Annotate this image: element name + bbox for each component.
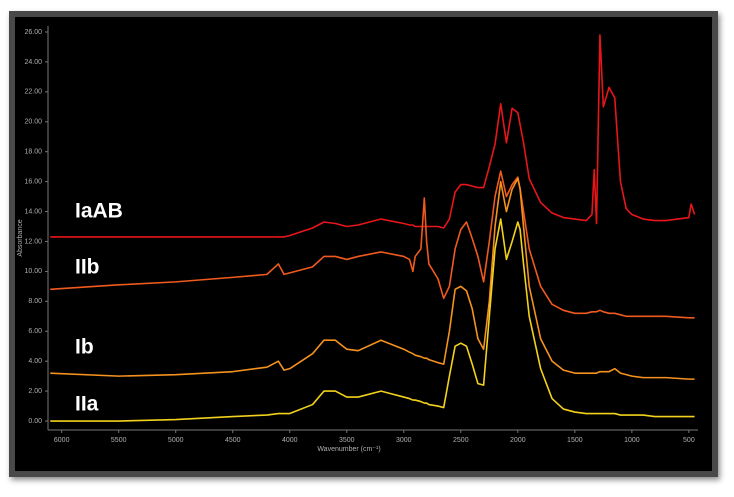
x-tick-label: 500 <box>683 437 695 444</box>
series-label: IaAB <box>75 200 123 223</box>
x-tick-label: 2500 <box>453 437 469 444</box>
x-axis-title: Wavenumber (cm⁻¹) <box>317 446 380 453</box>
y-tick-label: 24.00 <box>24 59 42 66</box>
y-tick-label: 26.00 <box>24 29 42 36</box>
y-tick-label: 20.00 <box>24 119 42 126</box>
y-tick-label: 4.00 <box>28 358 42 365</box>
y-tick-label: 10.00 <box>24 268 42 275</box>
plot-background <box>15 17 712 471</box>
spectrum-line <box>50 177 695 380</box>
y-tick-label: 16.00 <box>24 178 42 185</box>
y-tick-label: 2.00 <box>28 388 42 395</box>
x-tick-label: 5000 <box>168 437 184 444</box>
series-label: Ib <box>75 336 94 359</box>
x-tick-label: 1000 <box>624 437 640 444</box>
x-tick-label: 5500 <box>111 437 127 444</box>
y-tick-label: 18.00 <box>24 149 42 156</box>
x-tick-label: 3000 <box>396 437 412 444</box>
y-tick-label: 12.00 <box>24 238 42 245</box>
series-label: IIb <box>75 256 100 279</box>
y-tick-label: 6.00 <box>28 328 42 335</box>
x-tick-label: 2000 <box>510 437 526 444</box>
x-tick-label: 6000 <box>54 437 70 444</box>
y-tick-label: 14.00 <box>24 208 42 215</box>
spectrum-line <box>50 34 696 238</box>
spectrum-line <box>50 218 695 422</box>
y-tick-label: 8.00 <box>28 298 42 305</box>
x-tick-label: 4500 <box>225 437 241 444</box>
spectrum-line <box>50 170 695 319</box>
x-tick-label: 1500 <box>567 437 583 444</box>
x-tick-label: 3500 <box>339 437 355 444</box>
series-label: IIa <box>75 393 99 416</box>
y-axis-title: Absorbance <box>17 219 24 256</box>
y-tick-label: 0.00 <box>28 418 42 425</box>
y-tick-label: 22.00 <box>24 89 42 96</box>
x-tick-label: 4000 <box>282 437 298 444</box>
